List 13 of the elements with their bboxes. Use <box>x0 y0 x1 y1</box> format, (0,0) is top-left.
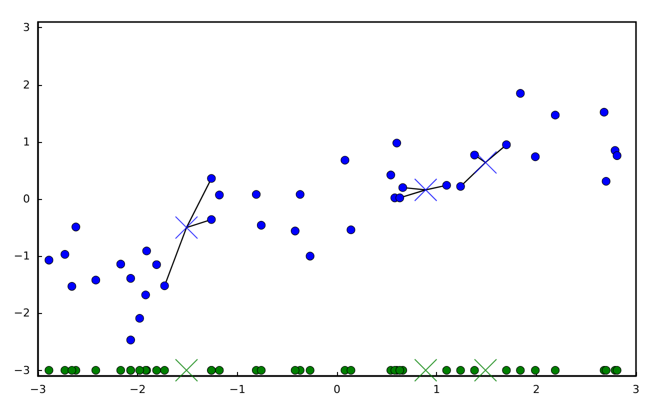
y-tick-label: 3 <box>23 21 30 34</box>
y-tick-label: 2 <box>23 78 30 92</box>
x-tick-label: 1 <box>433 383 440 396</box>
y-tick-label: −1 <box>14 250 30 263</box>
x-tick-label: 2 <box>532 383 540 396</box>
y-tick-label: 1 <box>23 135 30 148</box>
y-tick-label: −2 <box>14 306 30 320</box>
x-tick-label: −2 <box>130 383 146 396</box>
x-tick-label: 3 <box>632 383 640 396</box>
x-tick-label: 0 <box>334 383 340 396</box>
x-tick-label: −1 <box>229 383 246 396</box>
y-tick-label: −3 <box>14 364 30 377</box>
y-tick-label: 0 <box>23 192 30 206</box>
